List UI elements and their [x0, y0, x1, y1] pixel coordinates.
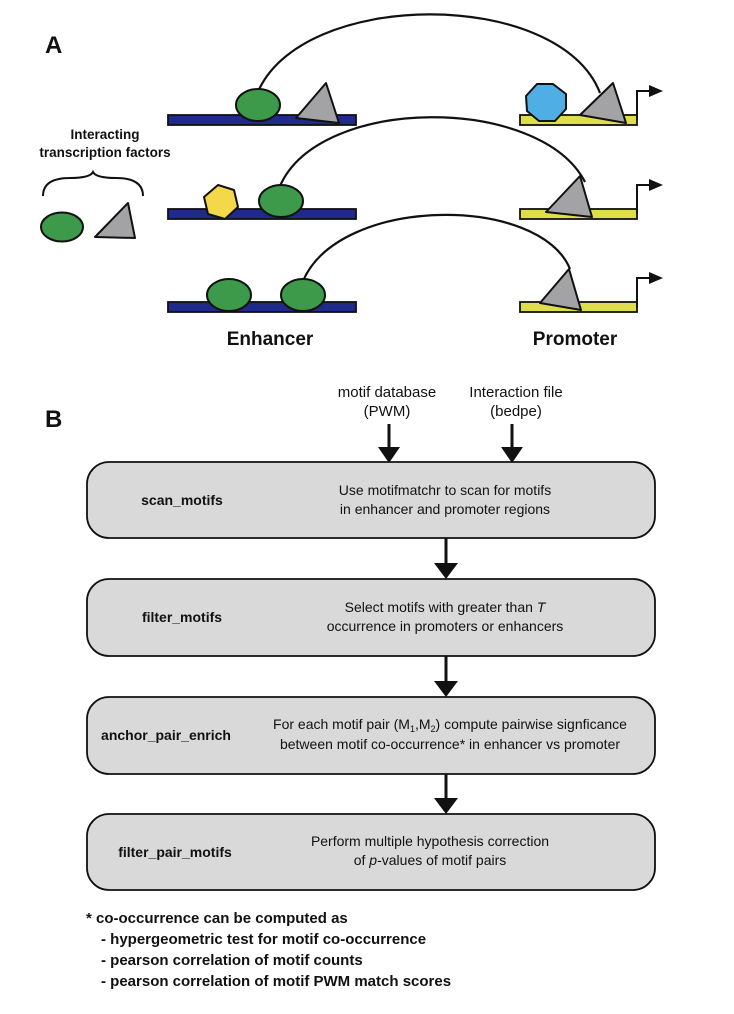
- green-tf-icon: [258, 184, 304, 218]
- step-desc-line2: between motif co-occurrence* in enhancer…: [280, 736, 620, 752]
- note-title: * co-occurrence can be computed as: [86, 910, 348, 927]
- arrow-down-icon: [434, 563, 458, 579]
- tss-arrow-icon: [636, 184, 650, 214]
- input-interaction-line2: (bedpe): [490, 403, 542, 420]
- step-anchor-pair-enrich: anchor_pair_enrich For each motif pair (…: [86, 696, 656, 775]
- gray-tf-legend-icon: [94, 202, 136, 239]
- gray-tf-promoter-icon: [579, 82, 627, 124]
- note-item: - pearson correlation of motif PWM match…: [101, 973, 451, 990]
- step-name: scan_motifs: [141, 492, 223, 508]
- tss-arrowhead-icon: [649, 272, 663, 284]
- input-arrows: [378, 424, 523, 463]
- enhancer-bar: [167, 301, 357, 313]
- panel-b-letter: B: [45, 406, 62, 433]
- flow-arrow: [434, 656, 458, 697]
- step-desc-line1: For each motif pair (M1,M2) compute pair…: [273, 716, 627, 734]
- tss-arrowhead-icon: [649, 85, 663, 97]
- note-item: - hypergeometric test for motif co-occur…: [101, 931, 426, 948]
- step-desc-line2: of p-values of motif pairs: [354, 852, 507, 868]
- curly-brace-icon: [42, 169, 144, 197]
- step-desc-line1: Use motifmatchr to scan for motifs: [339, 482, 551, 498]
- step-desc-line1: Perform multiple hypothesis correction: [311, 833, 549, 849]
- input-motif-db-line2: (PWM): [364, 403, 411, 420]
- arrow-down-icon: [434, 681, 458, 697]
- arrow-down-icon: [501, 447, 523, 463]
- panel-a-letter: A: [45, 32, 62, 59]
- step-desc-line1: Select motifs with greater than T: [345, 599, 547, 615]
- input-interaction-line1: Interaction file: [469, 384, 562, 401]
- step-scan-motifs: scan_motifs Use motifmatchr to scan for …: [86, 461, 656, 539]
- step-name: filter_motifs: [142, 609, 222, 625]
- blue-tf-icon: [525, 83, 567, 122]
- green-tf-legend-icon: [40, 211, 84, 243]
- green-tf-icon: [280, 278, 326, 312]
- step-filter-pair-motifs: filter_pair_motifs Perform multiple hypo…: [86, 813, 656, 891]
- flow-arrow: [434, 538, 458, 579]
- loop-arc: [301, 213, 572, 282]
- step-name: filter_pair_motifs: [118, 844, 232, 860]
- gray-tf-promoter-icon: [539, 268, 582, 311]
- green-tf-icon: [206, 278, 252, 312]
- tss-arrow-icon: [636, 277, 650, 307]
- loop-arc: [255, 13, 602, 95]
- tss-arrowhead-icon: [649, 179, 663, 191]
- step-filter-motifs: filter_motifs Select motifs with greater…: [86, 578, 656, 657]
- arrow-down-icon: [378, 447, 400, 463]
- enhancer-label: Enhancer: [227, 329, 314, 350]
- green-tf-icon: [235, 88, 281, 122]
- note-item: - pearson correlation of motif counts: [101, 952, 363, 969]
- interaction-row-1: [167, 13, 663, 126]
- arrow-down-icon: [434, 798, 458, 814]
- interaction-row-2: [167, 116, 663, 220]
- tf-label-line2: transcription factors: [39, 145, 170, 160]
- tss-arrow-icon: [636, 90, 650, 120]
- flow-arrow: [434, 774, 458, 814]
- step-name: anchor_pair_enrich: [101, 727, 231, 743]
- step-desc-line2: occurrence in promoters or enhancers: [327, 618, 564, 634]
- loop-arc: [278, 116, 586, 187]
- yellow-tf-icon: [203, 184, 239, 220]
- input-motif-db-line1: motif database: [338, 384, 436, 401]
- interaction-row-3: [167, 213, 663, 313]
- gray-tf-promoter-icon: [545, 175, 593, 218]
- tf-label-line1: Interacting: [70, 127, 139, 142]
- co-occurrence-note: * co-occurrence can be computed as - hyp…: [86, 910, 451, 990]
- gray-tf-icon: [295, 82, 340, 124]
- step-desc-line2: in enhancer and promoter regions: [340, 501, 550, 517]
- promoter-label: Promoter: [533, 329, 618, 350]
